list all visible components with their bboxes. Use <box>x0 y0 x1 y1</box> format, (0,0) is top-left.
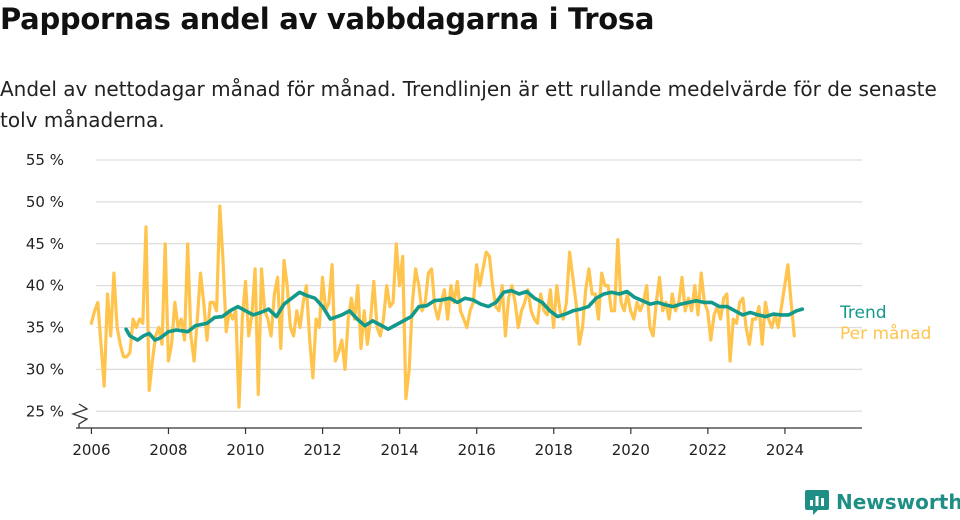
x-tick-label-2024: 2024 <box>766 441 804 459</box>
x-tick-label-2012: 2012 <box>303 441 341 459</box>
y-tick-label-45: 45 % <box>26 235 64 253</box>
x-tick-label-2018: 2018 <box>535 441 573 459</box>
x-tick-label-2022: 2022 <box>689 441 727 459</box>
x-tick-label-2020: 2020 <box>612 441 650 459</box>
y-tick-label-25: 25 % <box>26 402 64 420</box>
y-tick-label-55: 55 % <box>26 151 64 169</box>
brand-logo: Newsworthy <box>804 488 960 516</box>
series-line-per-manad <box>89 204 796 409</box>
axes: 25 % 30 % 35 % 40 % 45 % 50 % 55 % 2006 2008 2010… <box>26 151 862 459</box>
x-tick-label-2014: 2014 <box>381 441 419 459</box>
y-axis-break <box>71 403 89 428</box>
x-tick-label-2006: 2006 <box>72 441 110 459</box>
legend-label-trend: Trend <box>839 303 887 323</box>
x-tick-label-2010: 2010 <box>226 441 264 459</box>
brand-name: Newsworthy <box>836 490 960 514</box>
y-tick-label-40: 40 % <box>26 277 64 295</box>
y-tick-label-35: 35 % <box>26 319 64 337</box>
y-tick-label-50: 50 % <box>26 193 64 211</box>
chart-title: Pappornas andel av vabbdagarna i Trosa <box>0 2 655 36</box>
series-lines <box>89 204 805 409</box>
y-tick-label-30: 30 % <box>26 360 64 378</box>
newsworthy-logo-icon <box>805 490 829 515</box>
x-tick-label-2008: 2008 <box>149 441 187 459</box>
chart-subtitle: Andel av nettodagar månad för månad. Tre… <box>0 77 937 132</box>
series-line-trend <box>124 288 805 342</box>
x-tick-label-2016: 2016 <box>458 441 496 459</box>
legend-label-per-manad: Per månad <box>840 323 931 344</box>
